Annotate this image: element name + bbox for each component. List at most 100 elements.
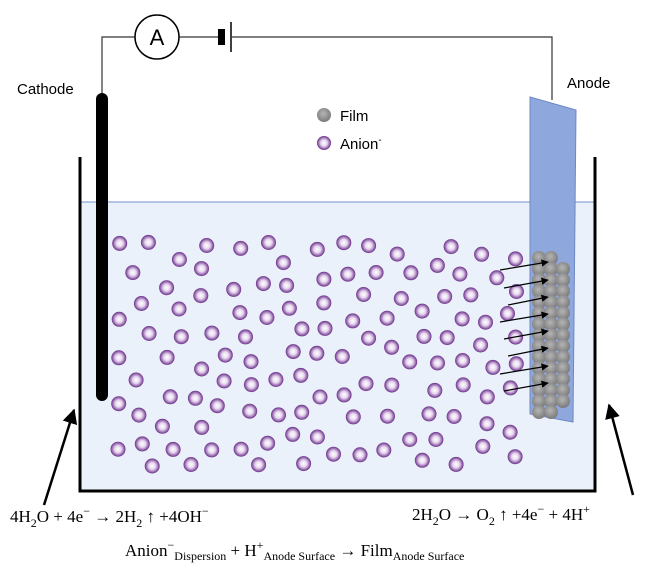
anion <box>199 238 215 253</box>
anion <box>345 313 361 329</box>
film-particle <box>544 405 558 419</box>
anion <box>508 356 524 372</box>
legend-film: Film <box>340 108 368 125</box>
eq-part: + H <box>226 541 256 560</box>
anion <box>259 310 275 325</box>
anion <box>243 377 259 393</box>
anion <box>358 376 374 392</box>
ammeter-label: A <box>150 25 165 50</box>
eq-part: 2H <box>412 505 433 524</box>
cathode-label: Cathode <box>17 81 74 98</box>
eq-part: → 2H <box>90 507 136 526</box>
anion <box>187 390 203 406</box>
legend-film-swatch <box>317 108 331 122</box>
film-particle <box>544 350 558 364</box>
eq-sup: − <box>168 538 175 552</box>
anion <box>165 441 181 457</box>
anion <box>216 373 232 389</box>
anion <box>194 261 209 277</box>
anion <box>356 287 372 302</box>
anion <box>345 409 361 425</box>
anion <box>133 296 149 311</box>
migration-arrow <box>503 277 549 289</box>
eq-part: ↑ +4e <box>495 505 538 524</box>
anion <box>340 266 356 282</box>
film-particle <box>556 273 570 287</box>
film-particle <box>556 350 570 364</box>
anode-label: Anode <box>567 75 610 92</box>
cathode-equation: 4H2O + 4e− → 2H2 ↑ +4OH− <box>10 504 209 530</box>
anion <box>171 252 187 267</box>
anion <box>448 456 464 472</box>
anion <box>194 419 210 435</box>
anion <box>402 354 418 370</box>
anion <box>159 280 175 296</box>
anion <box>111 396 127 412</box>
anode-reaction-arrow <box>605 403 635 496</box>
film-particle <box>532 284 546 298</box>
battery-negative <box>218 29 225 45</box>
anion <box>473 337 489 353</box>
anion <box>255 276 271 292</box>
anion <box>317 320 333 336</box>
anion <box>125 265 141 281</box>
anion <box>379 310 395 326</box>
anion <box>479 416 495 432</box>
legend-anion-text: Anion <box>340 136 378 153</box>
film-particle <box>556 295 570 309</box>
anion <box>485 359 501 375</box>
anion <box>251 457 267 473</box>
anion <box>452 266 468 282</box>
anion <box>474 246 490 262</box>
anion <box>361 330 377 346</box>
anion <box>429 257 445 273</box>
anion <box>428 432 444 447</box>
migration-arrow <box>507 345 549 357</box>
migration-arrow <box>503 328 549 340</box>
anion <box>312 389 328 405</box>
deposition-equation: Anion−Dispersion + H+Anode Surface → Fil… <box>125 538 464 563</box>
migration-arrow <box>499 363 549 375</box>
anion <box>226 281 242 297</box>
anion <box>128 372 144 388</box>
eq-part: → Film <box>335 541 393 560</box>
eq-sup: + <box>257 538 264 552</box>
anion <box>352 447 368 463</box>
eq-sup: − <box>83 504 90 518</box>
film-particle <box>556 383 570 397</box>
anion <box>268 372 284 387</box>
anion <box>437 289 453 304</box>
anion <box>402 432 418 447</box>
anion <box>193 288 209 304</box>
anion <box>296 456 312 472</box>
film-particle <box>556 361 570 375</box>
anion <box>171 301 187 317</box>
anion <box>309 429 325 445</box>
anion <box>131 407 147 423</box>
cathode-reaction-arrow <box>42 408 78 506</box>
wire <box>101 36 553 100</box>
anion <box>294 321 310 337</box>
eq-part: O → O <box>439 505 489 524</box>
anion <box>403 265 419 281</box>
anion <box>500 306 515 321</box>
film-particle <box>556 284 570 298</box>
anion <box>162 389 178 405</box>
anion <box>384 377 400 393</box>
anion <box>380 408 395 424</box>
anion <box>294 404 310 420</box>
eq-part: Anion <box>125 541 168 560</box>
anion <box>427 382 443 398</box>
anion <box>430 355 445 371</box>
anion <box>393 291 409 306</box>
anion <box>454 311 470 327</box>
anion <box>112 235 128 251</box>
beaker <box>78 157 597 493</box>
anion <box>443 239 459 255</box>
anion <box>384 339 400 355</box>
eq-part: O + 4e <box>37 507 83 526</box>
anion <box>243 354 259 370</box>
migration-arrow <box>503 380 549 392</box>
anion <box>140 234 156 250</box>
